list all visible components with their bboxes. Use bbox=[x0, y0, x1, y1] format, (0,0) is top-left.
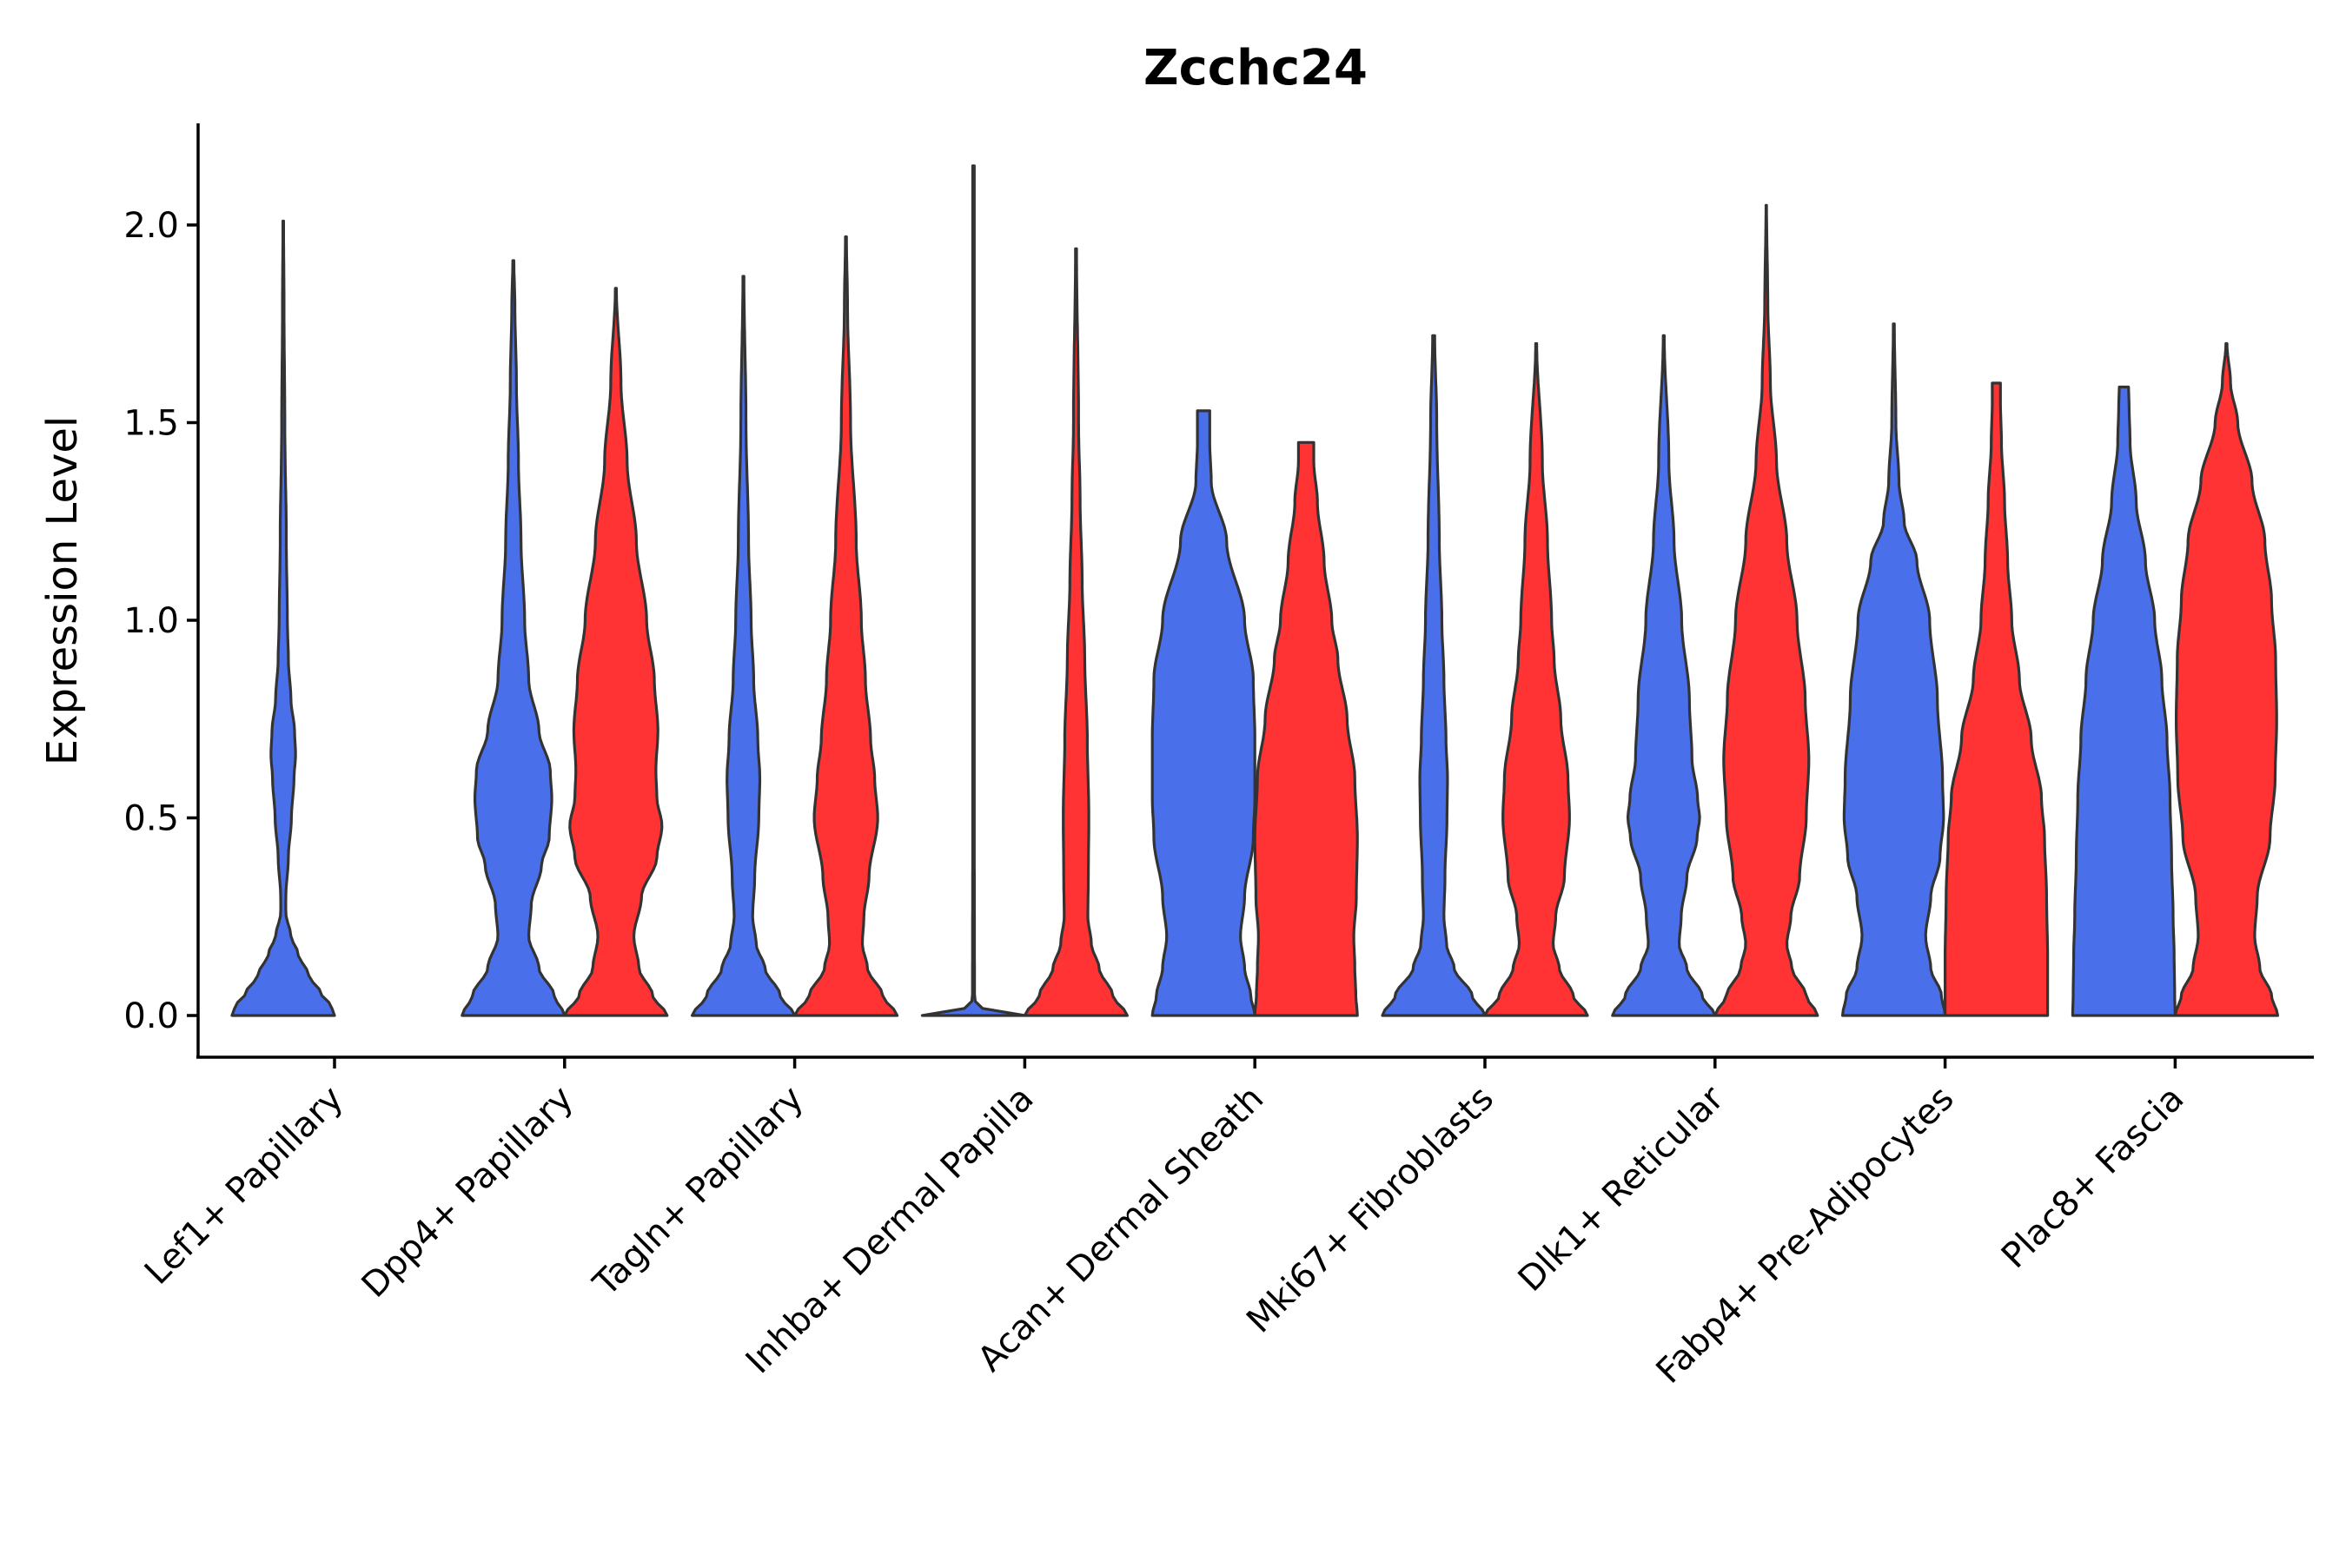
y-tick-label: 1.5 bbox=[123, 404, 179, 444]
violin-group-1-mki67-fibroblasts bbox=[1381, 334, 1487, 1017]
violin-group-2-inhba-dermal-papilla bbox=[1023, 247, 1129, 1017]
violin-group-1-plac8-fascia bbox=[2071, 385, 2177, 1017]
x-tick-label: Dlk1+ Reticular bbox=[1511, 1078, 1733, 1300]
y-tick-label: 1.0 bbox=[123, 601, 179, 641]
violin-group-1-dpp4-papillary bbox=[461, 259, 567, 1017]
x-tick-label: Mki67+ Fibroblasts bbox=[1239, 1079, 1501, 1341]
x-tick-label: Dpp4+ Papillary bbox=[355, 1079, 581, 1306]
violin-group-1-dlk1-reticular bbox=[1611, 334, 1717, 1017]
violin-group-1-tagln-papillary bbox=[691, 275, 797, 1017]
x-tick-label: Plac8+ Fascia bbox=[1994, 1079, 2192, 1277]
y-axis-label: Expression Level bbox=[38, 416, 87, 766]
chart-title: Zcchc24 bbox=[1143, 40, 1368, 96]
violin-group-2-fabp4-pre-adipocytes bbox=[1944, 381, 2050, 1017]
violin-group-1-fabp4-pre-adipocytes bbox=[1841, 322, 1947, 1017]
violin-group-1-inhba-dermal-papilla bbox=[920, 164, 1026, 1017]
violin-group-1-acan-dermal-sheath bbox=[1150, 409, 1256, 1017]
violin-group-2-mki67-fibroblasts bbox=[1483, 341, 1589, 1017]
x-tick-label: Tagln+ Papillary bbox=[586, 1079, 812, 1305]
violin-group-2-dlk1-reticular bbox=[1713, 203, 1819, 1017]
violin-group-1-lef1-papillary bbox=[230, 219, 336, 1017]
y-tick-label: 2.0 bbox=[123, 206, 179, 246]
violin-group-2-plac8-fascia bbox=[2173, 341, 2279, 1017]
violin-group-2-acan-dermal-sheath bbox=[1253, 440, 1359, 1017]
violin-group-2-tagln-papillary bbox=[793, 235, 899, 1017]
violins-layer bbox=[230, 164, 2279, 1017]
x-tick-label: Lef1+ Papillary bbox=[137, 1079, 351, 1293]
violin-group-2-dpp4-papillary bbox=[563, 287, 669, 1017]
y-tick-label: 0.5 bbox=[123, 799, 179, 839]
y-tick-label: 0.0 bbox=[123, 996, 179, 1036]
